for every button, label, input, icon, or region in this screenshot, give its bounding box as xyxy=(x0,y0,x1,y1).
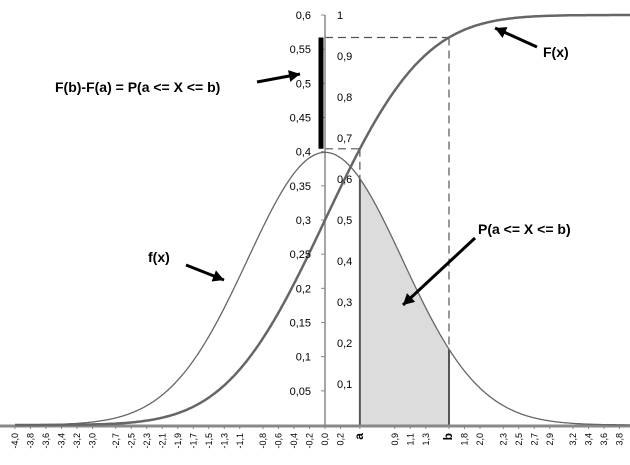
x-tick-label: 2,5 xyxy=(514,433,524,446)
right-y-tick-label: 0,9 xyxy=(337,51,352,63)
right-y-tick-label: 0,2 xyxy=(337,338,352,350)
cdf-arrow-head xyxy=(495,27,508,39)
x-tick-label: 0,9 xyxy=(390,433,400,446)
x-tick-label: -2,1 xyxy=(157,433,167,449)
left-y-tick-label: 0,35 xyxy=(290,181,311,193)
difference-label: F(b)-F(a) = P(a <= X <= b) xyxy=(55,79,220,95)
x-tick-label: -1,9 xyxy=(173,433,183,449)
left-y-tick-label: 0,25 xyxy=(290,249,311,261)
left-y-tick-label: 0,05 xyxy=(290,386,311,398)
right-y-tick-label: 0,6 xyxy=(337,174,352,186)
x-tick-label: -1,3 xyxy=(219,433,229,449)
curve-layer xyxy=(15,13,630,427)
cdf-curve xyxy=(15,13,630,427)
right-y-tick-label: 0,3 xyxy=(337,297,352,309)
x-tick-label-b: b xyxy=(441,433,455,440)
x-tick-label: -3,4 xyxy=(57,433,67,449)
left-y-tick-label: 0,3 xyxy=(296,215,311,227)
x-tick-label: -1,5 xyxy=(204,433,214,449)
area-arrow-head xyxy=(403,293,416,305)
x-tick-label: 2,3 xyxy=(498,433,508,446)
left-y-tick-label: 0,55 xyxy=(290,44,311,56)
x-tick-label: -0,6 xyxy=(274,433,284,449)
x-tick-label: 3,4 xyxy=(584,433,594,446)
x-tick-label: 2,9 xyxy=(545,433,555,446)
x-tick-label: 0,0 xyxy=(320,433,330,446)
x-tick-label: 1,1 xyxy=(405,433,415,446)
guide-lines-layer xyxy=(325,36,450,350)
x-tick-label: -0,4 xyxy=(289,433,299,449)
pdf-arrow-head xyxy=(211,270,224,282)
x-tick-label: -1,1 xyxy=(235,433,245,449)
x-tick-label: -3,0 xyxy=(88,433,98,449)
x-tick-label-a: a xyxy=(352,433,366,440)
left-y-tick-label: 0,45 xyxy=(290,113,311,125)
x-tick-label: -3,2 xyxy=(72,433,82,449)
left-y-tick-label: 0,2 xyxy=(296,283,311,295)
x-tick-label: -0,2 xyxy=(305,433,315,449)
difference-arrow-head xyxy=(288,70,300,82)
x-tick-label: -3,8 xyxy=(26,433,36,449)
left-y-tick-label: 0,4 xyxy=(296,147,311,159)
x-tick-label: 3,2 xyxy=(568,433,578,446)
x-tick-label: 3,8 xyxy=(615,433,625,446)
x-tick-label: -2,3 xyxy=(142,433,152,449)
left-y-tick-label: 0,1 xyxy=(296,352,311,364)
tick-label-layer: 0,05 0,1 0,15 0,2 0,25 0,3 0,35 0,4 0,45 0,5 0,55 0… xyxy=(10,10,625,449)
pdf-curve xyxy=(15,151,630,426)
left-y-tick-label: 0,15 xyxy=(290,318,311,330)
x-tick-label: -4,0 xyxy=(10,433,20,449)
x-tick-label: -2,5 xyxy=(126,433,136,449)
x-tick-label: -1,7 xyxy=(188,433,198,449)
left-y-tick-label: 0,6 xyxy=(296,10,311,22)
right-y-tick-label: 0,4 xyxy=(337,256,352,268)
x-tick-label: 0,2 xyxy=(336,433,346,446)
right-y-tick-label: 0,1 xyxy=(337,379,352,391)
right-y-tick-label: 0,5 xyxy=(337,215,352,227)
cdf-label: F(x) xyxy=(543,44,569,60)
area-label: P(a <= X <= b) xyxy=(478,221,571,237)
left-y-tick-label: 0,5 xyxy=(296,78,311,90)
right-y-tick-label: 0,8 xyxy=(337,92,352,104)
area-arrow-shaft xyxy=(401,236,477,307)
x-tick-label: 2,7 xyxy=(529,433,539,446)
x-tick-label: 1,8 xyxy=(460,433,470,446)
x-tick-label: 2,0 xyxy=(475,433,485,446)
x-tick-label: -2,7 xyxy=(111,433,121,449)
right-y-tick-label: 1 xyxy=(337,10,343,22)
x-tick-label: -3,6 xyxy=(41,433,51,449)
annotation-layer: F(x) f(x) F(b)-F(a) = P(a <= X <= b) P(a… xyxy=(55,26,571,307)
right-y-tick-label: 0,7 xyxy=(337,133,352,145)
x-tick-label: -0,8 xyxy=(258,433,268,449)
x-tick-label: 3,6 xyxy=(599,433,609,446)
x-tick-label: 1,3 xyxy=(421,433,431,446)
pdf-label: f(x) xyxy=(148,249,170,265)
